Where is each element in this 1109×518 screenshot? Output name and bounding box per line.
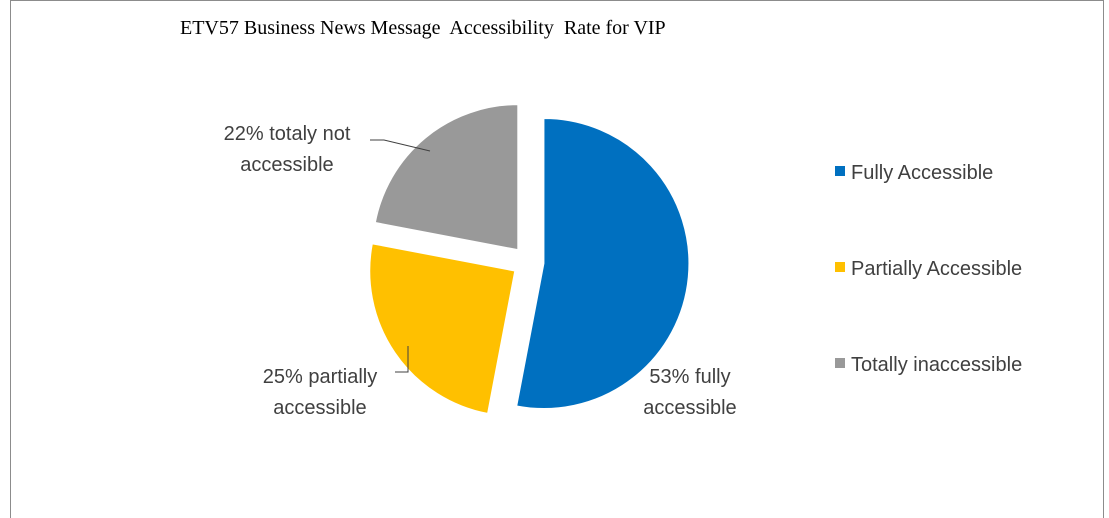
legend-swatch-partially-accessible xyxy=(835,262,845,272)
leader-line-totally-inaccessible xyxy=(370,139,431,152)
legend-swatch-totally-inaccessible xyxy=(835,358,845,368)
legend-swatch-fully-accessible xyxy=(835,166,845,176)
data-label-fully-accessible: 53% fully accessible xyxy=(643,366,736,419)
chart-title: ETV57 Business News Message Accessibilit… xyxy=(180,17,666,39)
pie-slice-partially-accessible xyxy=(369,243,516,415)
legend-label-totally-inaccessible: Totally inaccessible xyxy=(851,354,1022,376)
pie-slice-fully-accessible xyxy=(516,118,690,409)
leader-line-partially-accessible xyxy=(395,346,409,373)
data-label-partially-accessible: 25% partially accessible xyxy=(263,366,378,419)
legend-label-fully-accessible: Fully Accessible xyxy=(851,162,993,184)
legend-label-partially-accessible: Partially Accessible xyxy=(851,258,1022,280)
data-label-totally-inaccessible: 22% totaly not accessible xyxy=(224,123,351,176)
pie-slice-totally-inaccessible xyxy=(374,104,519,251)
